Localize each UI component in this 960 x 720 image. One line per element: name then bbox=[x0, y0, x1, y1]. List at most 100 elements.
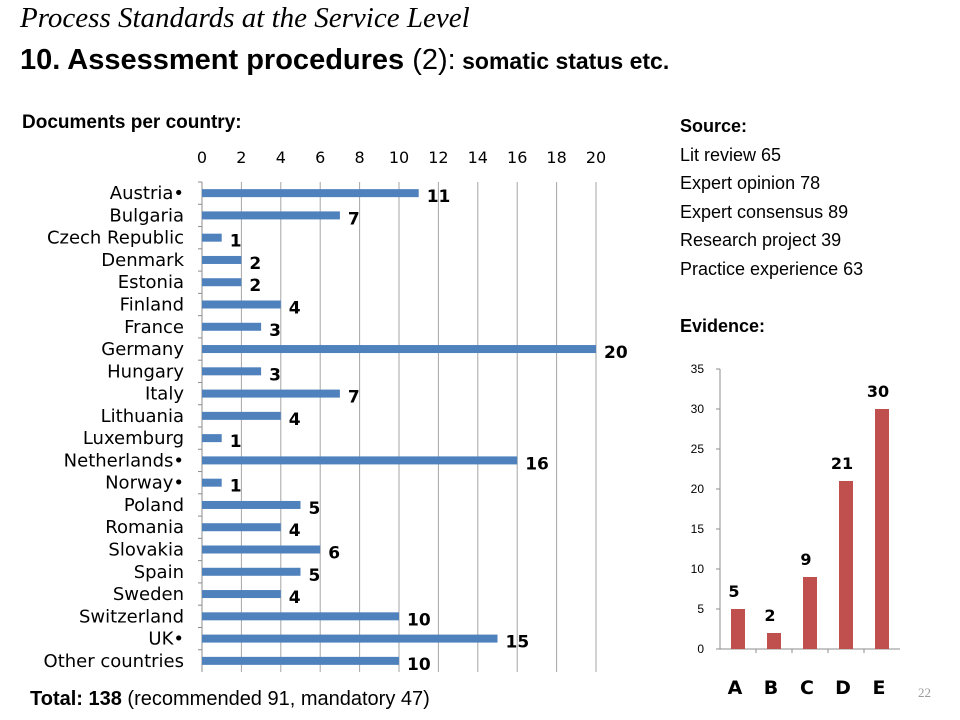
y-tick-label: 5 bbox=[697, 602, 704, 616]
bar-value-label: 6 bbox=[328, 544, 340, 564]
country-label: Bulgaria bbox=[109, 205, 184, 226]
x-tick-label: 14 bbox=[468, 148, 488, 167]
country-label: Italy bbox=[145, 384, 184, 405]
page-number: 22 bbox=[918, 685, 931, 700]
bar-value-label: 1 bbox=[230, 477, 242, 497]
country-bar bbox=[202, 612, 399, 621]
x-tick-label: 6 bbox=[315, 148, 325, 167]
country-label: Norway• bbox=[105, 473, 184, 494]
bar-value-label: 2 bbox=[249, 254, 261, 274]
source-item: Expert opinion 78 bbox=[680, 173, 821, 193]
country-label: UK• bbox=[148, 629, 184, 650]
country-bar bbox=[202, 456, 518, 465]
evidence-bar bbox=[839, 481, 853, 649]
country-bar bbox=[202, 367, 262, 376]
x-tick-label: 18 bbox=[546, 148, 566, 167]
country-label: Spain bbox=[134, 562, 184, 583]
bar-value-label: 10 bbox=[407, 655, 431, 675]
country-label: Sweden bbox=[113, 584, 184, 605]
country-bar bbox=[202, 189, 419, 198]
bar-value-label: 16 bbox=[525, 454, 549, 474]
country-label: Hungary bbox=[107, 361, 184, 382]
x-tick-label: 2 bbox=[236, 148, 246, 167]
bar-value-label: 1 bbox=[230, 432, 242, 452]
country-bar bbox=[202, 411, 281, 420]
country-label: Poland bbox=[124, 495, 184, 516]
evidence-bar bbox=[767, 633, 781, 649]
country-label: Czech Republic bbox=[47, 228, 184, 249]
documents-per-country-label: Documents per country: bbox=[22, 112, 242, 133]
evidence-category-label: A bbox=[728, 677, 743, 699]
country-label: Denmark bbox=[101, 250, 184, 271]
y-tick-label: 20 bbox=[691, 482, 705, 496]
country-label: Estonia bbox=[118, 272, 184, 293]
bar-value-label: 15 bbox=[506, 633, 530, 653]
country-bar bbox=[202, 389, 340, 398]
country-label: Other countries bbox=[44, 651, 184, 672]
country-bar bbox=[202, 233, 222, 242]
x-tick-label: 4 bbox=[276, 148, 286, 167]
evidence-category-label: B bbox=[764, 677, 778, 699]
x-tick-label: 0 bbox=[197, 148, 207, 167]
country-bar bbox=[202, 545, 321, 554]
source-item: Expert consensus 89 bbox=[680, 201, 849, 222]
country-bar bbox=[202, 656, 399, 665]
country-bar bbox=[202, 634, 498, 643]
bar-value-label: 5 bbox=[309, 566, 321, 586]
x-tick-label: 20 bbox=[586, 148, 606, 167]
country-bar bbox=[202, 345, 596, 354]
country-bar bbox=[202, 211, 340, 220]
x-tick-label: 8 bbox=[355, 148, 365, 167]
country-bar bbox=[202, 567, 301, 576]
evidence-category-label: C bbox=[800, 677, 814, 699]
y-tick-label: 35 bbox=[691, 362, 705, 376]
country-label: Austria• bbox=[110, 183, 184, 204]
total-breakdown: (recommended 91, mandatory 47) bbox=[121, 688, 430, 710]
bar-value-label: 7 bbox=[348, 388, 360, 408]
country-label: Finland bbox=[120, 295, 184, 316]
country-bar bbox=[202, 255, 242, 264]
evidence-value-label: 21 bbox=[831, 454, 853, 473]
country-label: Lithuania bbox=[101, 406, 184, 427]
evidence-value-label: 30 bbox=[867, 382, 889, 401]
y-tick-label: 15 bbox=[691, 522, 705, 536]
country-label: France bbox=[124, 317, 184, 338]
evidence-bar bbox=[875, 409, 889, 649]
evidence-category-label: E bbox=[873, 677, 886, 699]
source-block: Source: Lit review 65 Expert opinion 78 … bbox=[680, 112, 863, 283]
bar-value-label: 1 bbox=[230, 232, 242, 252]
bar-value-label: 10 bbox=[407, 610, 431, 630]
x-tick-label: 10 bbox=[389, 148, 409, 167]
country-bar bbox=[202, 300, 281, 309]
y-tick-label: 10 bbox=[691, 562, 705, 576]
source-item: Practice experience 63 bbox=[680, 258, 864, 279]
bar-value-label: 3 bbox=[269, 365, 281, 385]
country-label: Romania bbox=[105, 517, 184, 538]
slide-title-line2: 10. Assessment procedures (2): somatic s… bbox=[20, 44, 669, 77]
bar-value-label: 20 bbox=[604, 343, 628, 363]
evidence-value-label: 2 bbox=[764, 606, 775, 625]
source-item: Lit review 65 bbox=[680, 144, 782, 165]
bar-value-label: 4 bbox=[289, 588, 301, 608]
country-bar bbox=[202, 523, 281, 532]
evidence-value-label: 9 bbox=[800, 550, 811, 569]
bar-value-label: 7 bbox=[348, 209, 360, 229]
country-label: Netherlands• bbox=[64, 450, 184, 471]
country-label: Germany bbox=[101, 339, 184, 360]
country-label: Luxemburg bbox=[83, 428, 184, 449]
title-paren: (2): bbox=[412, 44, 456, 76]
total-line: Total: 138 (recommended 91, mandatory 47… bbox=[30, 688, 430, 711]
evidence-value-label: 5 bbox=[728, 582, 739, 601]
bar-value-label: 4 bbox=[289, 299, 301, 319]
evidence-bar bbox=[803, 577, 817, 649]
source-item: Research project 39 bbox=[680, 230, 842, 250]
slide-title-line1: Process Standards at the Service Level bbox=[20, 2, 470, 34]
evidence-category-label: D bbox=[835, 677, 851, 699]
bar-value-label: 2 bbox=[249, 276, 261, 296]
total-count: Total: 138 bbox=[30, 688, 122, 710]
bar-value-label: 4 bbox=[289, 410, 301, 430]
source-heading: Source: bbox=[680, 116, 748, 136]
y-tick-label: 25 bbox=[691, 442, 705, 456]
bar-value-label: 11 bbox=[427, 187, 451, 207]
